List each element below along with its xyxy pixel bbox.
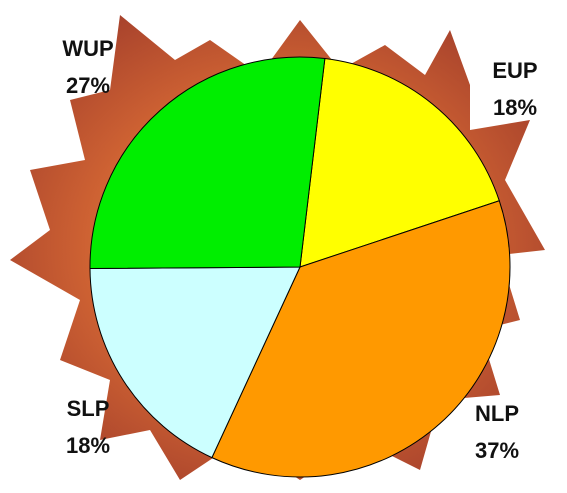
pie: [89, 56, 511, 478]
slice-value-label: 18%: [66, 433, 110, 458]
slice-value-label: 18%: [493, 95, 537, 120]
slice-category-label: NLP: [475, 401, 519, 426]
slice-value-label: 27%: [66, 73, 110, 98]
slice-value-label: 37%: [475, 438, 519, 463]
pie-slice: [89, 266, 301, 459]
pie-slice: [89, 56, 326, 269]
pie-slice: [299, 57, 500, 268]
slice-category-label: SLP: [67, 396, 110, 421]
labels: EUP 18% NLP 37% SLP 18% WUP 27%: [62, 36, 537, 463]
slice-category-label: EUP: [492, 58, 537, 83]
slice-category-label: WUP: [62, 36, 113, 61]
pie-slice: [211, 200, 511, 478]
